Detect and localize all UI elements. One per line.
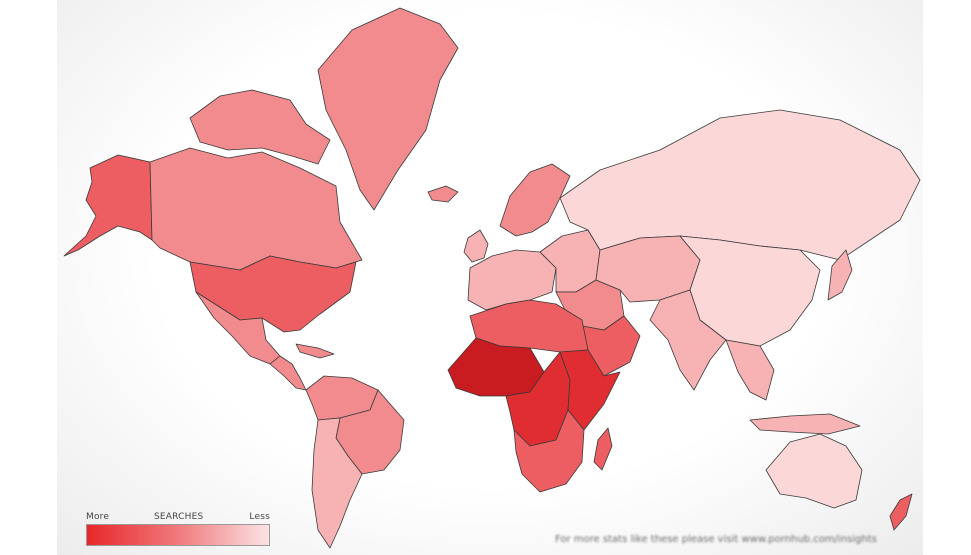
world-choropleth-map [63, 7, 921, 549]
map-legend: More SEARCHES Less [86, 512, 270, 548]
south-america-south [311, 417, 363, 549]
southern-africa [513, 409, 585, 493]
world-map-panel [57, 0, 923, 555]
canada [149, 147, 363, 271]
legend-more-label: More [86, 512, 110, 522]
new-zealand [889, 493, 913, 531]
alaska [63, 154, 153, 257]
southeast-asia [725, 339, 775, 401]
australia [765, 433, 863, 509]
east-africa [559, 349, 621, 431]
india [649, 289, 727, 391]
legend-less-label: Less [249, 512, 270, 522]
canadian-arctic-islands [189, 89, 331, 165]
madagascar [593, 427, 613, 471]
footer-note: For more stats like these please visit w… [555, 534, 877, 545]
indonesia [749, 413, 861, 435]
russia [559, 109, 921, 261]
uk-ireland [463, 229, 489, 263]
japan [827, 249, 853, 301]
greenland [317, 7, 459, 211]
western-europe [467, 249, 557, 311]
scandinavia [499, 163, 571, 237]
united-states [189, 255, 357, 333]
legend-title: SEARCHES [154, 512, 204, 522]
caribbean [295, 343, 335, 359]
legend-gradient-bar [86, 524, 270, 546]
central-america [269, 355, 307, 391]
iceland [427, 185, 459, 203]
